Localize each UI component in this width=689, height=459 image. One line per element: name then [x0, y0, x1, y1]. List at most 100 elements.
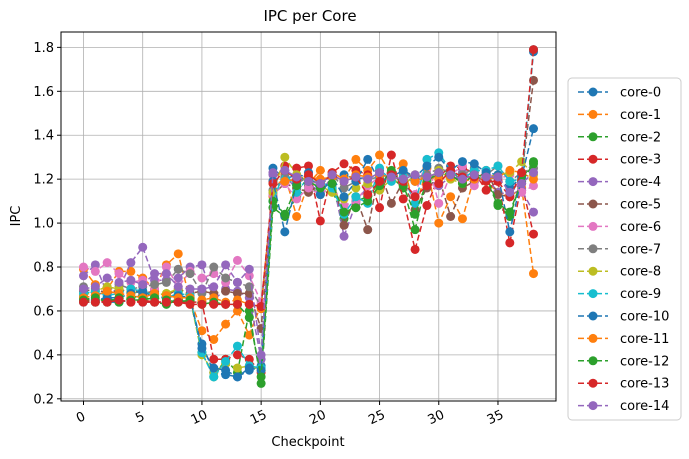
data-point-core-14: [339, 176, 349, 186]
data-point-core-9: [351, 192, 361, 202]
data-point-core-14: [292, 172, 302, 182]
legend-label: core-6: [620, 220, 661, 235]
data-point-core-13: [150, 297, 160, 307]
legend-item-core-14: core-14: [578, 399, 669, 414]
legend-swatch-marker: [588, 244, 598, 254]
data-point-core-10: [280, 227, 290, 237]
data-point-core-1: [375, 150, 385, 160]
series-line-core-9: [83, 49, 535, 379]
data-point-core-14: [114, 277, 124, 287]
legend-swatch-marker: [588, 154, 598, 164]
data-point-core-9: [505, 176, 515, 186]
legend-item-core-6: core-6: [578, 220, 661, 235]
data-point-core-14: [469, 170, 479, 180]
data-point-core-6: [292, 194, 302, 204]
data-point-core-5: [386, 198, 396, 208]
legend-label: core-2: [620, 130, 661, 145]
data-point-core-9: [209, 372, 219, 382]
data-point-core-1: [197, 326, 207, 336]
data-point-core-12: [292, 181, 302, 191]
legend: core-0 core-1 core-2 core-3 core-4 core-5 core…: [567, 77, 682, 421]
data-point-core-13: [79, 297, 88, 307]
data-point-core-3: [304, 161, 313, 171]
data-point-core-6: [434, 198, 444, 208]
data-point-core-10: [244, 363, 254, 373]
data-point-core-14: [173, 282, 183, 292]
data-point-core-7: [221, 273, 231, 283]
data-point-core-9: [221, 356, 231, 366]
x-tick-label: 0: [74, 409, 88, 426]
data-point-core-3: [481, 185, 491, 195]
data-point-core-3: [410, 244, 420, 254]
data-point-core-6: [161, 262, 171, 272]
data-point-core-7: [185, 269, 195, 279]
data-point-core-12: [327, 179, 337, 189]
data-point-core-12: [268, 196, 278, 206]
data-point-core-12: [505, 207, 515, 217]
data-point-core-14: [410, 170, 420, 180]
series-line-core-14: [83, 169, 535, 355]
data-point-core-3: [232, 350, 242, 360]
data-point-core-1: [529, 269, 538, 279]
data-point-core-13: [209, 299, 219, 309]
data-point-core-14: [398, 174, 408, 184]
legend-label: core-4: [620, 175, 661, 190]
data-point-core-1: [398, 159, 408, 169]
x-tick-label: 15: [248, 408, 269, 429]
data-point-core-5: [232, 288, 242, 298]
data-point-core-14: [517, 179, 527, 189]
legend-label: core-9: [620, 287, 661, 302]
legend-swatch-marker: [588, 333, 598, 343]
legend-item-core-4: core-4: [578, 175, 661, 190]
data-point-core-4: [90, 260, 100, 270]
data-point-core-1: [173, 249, 183, 259]
legend-swatch-marker: [588, 266, 598, 276]
data-point-core-6: [244, 271, 254, 281]
data-point-core-13: [517, 168, 527, 178]
data-point-core-4: [79, 271, 88, 281]
x-axis: 0 5 10 15 20 25 30 35: [74, 401, 506, 428]
data-point-core-5: [363, 225, 373, 235]
data-point-core-14: [315, 179, 325, 189]
legend-swatch-marker: [588, 311, 598, 321]
data-point-core-6: [90, 266, 100, 276]
data-point-core-13: [197, 299, 207, 309]
data-point-core-14: [434, 168, 444, 178]
data-point-core-10: [339, 192, 349, 202]
data-point-core-12: [529, 159, 538, 169]
y-tick-label: 0.4: [33, 348, 54, 363]
legend-frame: [567, 77, 682, 421]
data-point-core-9: [232, 341, 242, 351]
y-tick-label: 1.0: [33, 217, 54, 232]
data-point-core-14: [446, 170, 456, 180]
data-point-core-13: [304, 170, 313, 180]
legend-label: core-7: [620, 242, 661, 257]
data-point-core-4: [197, 260, 207, 270]
data-point-core-14: [209, 282, 219, 292]
x-tick-label: 25: [366, 408, 387, 429]
data-point-core-14: [197, 284, 207, 294]
legend-item-core-12: core-12: [578, 354, 669, 369]
data-point-core-12: [363, 196, 373, 206]
data-point-core-10: [232, 372, 242, 382]
data-point-core-13: [161, 297, 171, 307]
data-point-core-13: [221, 299, 231, 309]
data-point-core-14: [375, 168, 385, 178]
legend-item-core-9: core-9: [578, 287, 661, 302]
data-point-core-8: [280, 152, 290, 162]
legend-label: core-8: [620, 265, 661, 280]
data-point-core-7: [339, 183, 349, 193]
data-point-core-14: [493, 172, 503, 182]
y-tick-label: 1.6: [33, 85, 54, 100]
legend-label: core-5: [620, 198, 661, 213]
data-point-core-13: [529, 45, 538, 55]
data-point-core-14: [304, 176, 313, 186]
data-point-core-14: [505, 187, 515, 197]
legend-item-core-3: core-3: [578, 153, 661, 168]
x-axis-title: Checkpoint: [271, 435, 344, 450]
grid-lines: [61, 32, 556, 401]
data-point-core-4: [173, 273, 183, 283]
legend-label: core-14: [620, 399, 669, 414]
data-point-core-14: [221, 260, 231, 270]
series-core-4: [79, 168, 538, 364]
